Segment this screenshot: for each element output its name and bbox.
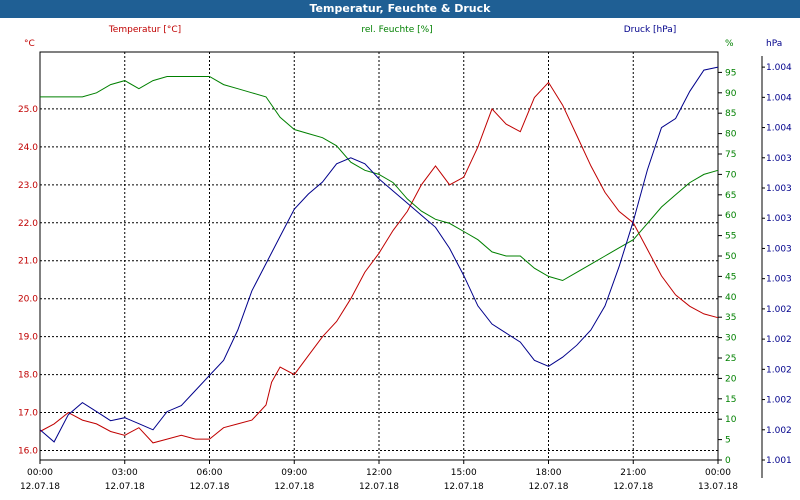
x-tick-date: 12.07.18 [528,482,568,492]
pressure-tick-label: 1.004 [766,93,792,103]
humidity-tick-label: 95 [725,68,736,78]
chart-grid [39,51,719,461]
humidity-unit: % [725,39,734,49]
temperature-tick-label: 16.0 [18,447,38,457]
pressure-tick-label: 1.002 [766,426,792,436]
x-tick-date: 12.07.18 [444,482,484,492]
x-tick-time: 15:00 [451,468,477,478]
x-tick-time: 00:00 [27,468,53,478]
x-tick-date: 12.07.18 [613,482,653,492]
temperature-tick-label: 21.0 [18,257,38,267]
chart-series [39,66,719,444]
temperature-tick-label: 23.0 [18,181,38,191]
temperature-tick-label: 22.0 [18,219,38,229]
pressure-tick-label: 1.002 [766,305,792,315]
pressure-tick-label: 1.002 [766,396,792,406]
x-tick-date: 12.07.18 [189,482,229,492]
x-tick-date: 13.07.18 [698,482,738,492]
pressure-tick-label: 1.002 [766,365,792,375]
temperature-tick-label: 25.0 [18,105,38,115]
temperature-tick-label: 24.0 [18,143,38,153]
x-tick-time: 03:00 [112,468,138,478]
x-tick-date: 12.07.18 [359,482,399,492]
pressure-tick-label: 1.002 [766,335,792,345]
pressure-tick-label: 1.003 [766,154,792,164]
humidity-tick-label: 10 [725,415,737,425]
window-title: Temperatur, Feuchte & Druck [0,0,800,18]
humidity-tick-label: 35 [725,313,736,323]
x-tick-date: 12.07.18 [105,482,145,492]
humidity-tick-label: 55 [725,232,736,242]
humidity-tick-label: 25 [725,354,736,364]
humidity-tick-label: 40 [725,293,737,303]
pressure-tick-label: 1.001 [766,456,792,466]
x-tick-time: 21:00 [620,468,646,478]
series-line-humidity [40,76,719,282]
humidity-tick-label: 70 [725,170,737,180]
series-line-temperature [39,81,719,444]
temperature-tick-label: 17.0 [18,409,38,419]
series-line-pressure [39,66,719,443]
temperature-tick-label: 19.0 [18,333,38,343]
humidity-tick-label: 30 [725,334,737,344]
x-tick-date: 12.07.18 [20,482,60,492]
x-tick-time: 00:00 [705,468,731,478]
humidity-tick-label: 75 [725,150,736,160]
humidity-tick-label: 0 [725,456,731,466]
x-tick-date: 12.07.18 [274,482,314,492]
pressure-tick-label: 1.003 [766,244,792,254]
x-tick-time: 09:00 [281,468,307,478]
temperature-unit: °C [24,39,35,49]
pressure-tick-label: 1.003 [766,275,792,285]
temperature-axis-label: Temperatur [°C] [108,25,181,35]
temperature-tick-label: 18.0 [18,371,38,381]
pressure-tick-label: 1.004 [766,63,792,73]
humidity-tick-label: 80 [725,130,737,140]
humidity-tick-label: 45 [725,272,736,282]
humidity-tick-label: 65 [725,191,736,201]
humidity-tick-label: 15 [725,395,736,405]
humidity-tick-label: 50 [725,252,737,262]
temperature-tick-label: 20.0 [18,295,38,305]
humidity-tick-label: 20 [725,374,737,384]
x-tick-time: 18:00 [536,468,562,478]
chart-ticks: 00:00 12.07.18 03:00 12.07.18 06:00 12.07.18 0… [18,56,792,492]
x-tick-time: 12:00 [366,468,392,478]
pressure-tick-label: 1.004 [766,124,792,134]
pressure-unit: hPa [766,39,782,49]
humidity-tick-label: 90 [725,89,737,99]
pressure-axis-label: Druck [hPa] [624,25,677,35]
humidity-tick-label: 5 [725,436,731,446]
humidity-tick-label: 85 [725,109,736,119]
humidity-tick-label: 60 [725,211,737,221]
x-tick-time: 06:00 [197,468,223,478]
pressure-tick-label: 1.003 [766,184,792,194]
pressure-tick-label: 1.003 [766,214,792,224]
humidity-axis-label: rel. Feuchte [%] [361,25,432,35]
chart-canvas: 00:00 12.07.18 03:00 12.07.18 06:00 12.07.18 0… [18,25,792,492]
